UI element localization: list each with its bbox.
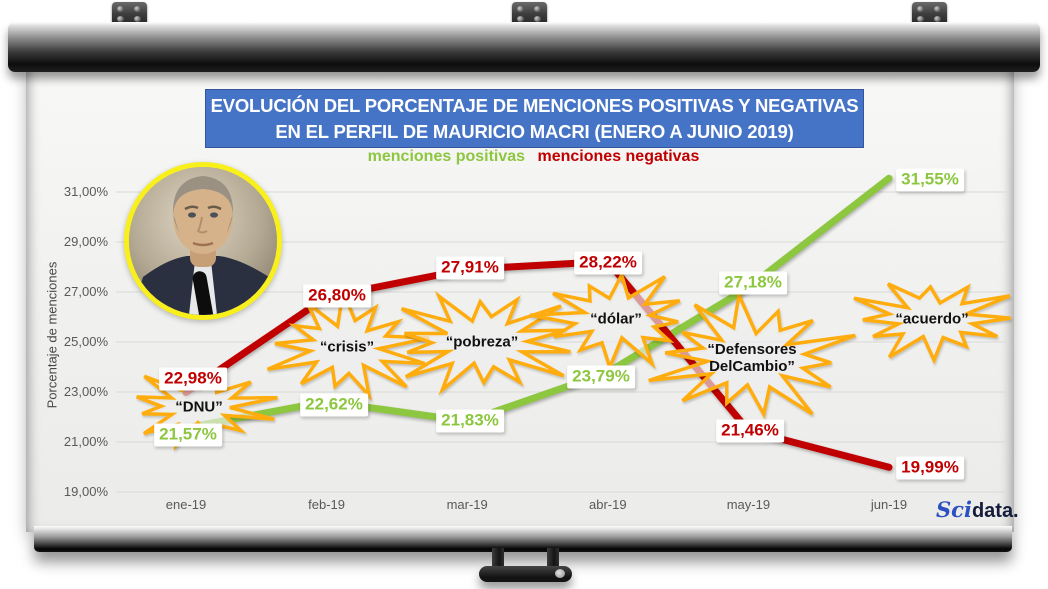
x-tick-label: abr-19: [589, 497, 627, 512]
data-label: 27,91%: [436, 256, 504, 280]
macri-portrait-graphic: [129, 167, 277, 315]
callout-text-line: “acuerdo”: [895, 310, 969, 328]
mounting-bracket: [112, 2, 147, 25]
x-tick-label: may-19: [726, 497, 771, 512]
y-tick-label: 23,00%: [63, 384, 108, 399]
scidata-logo: Scidata.: [936, 497, 1019, 523]
y-tick-label: 19,00%: [63, 484, 108, 499]
callout-text: “dólar”: [590, 311, 642, 328]
data-label: 21,46%: [716, 419, 784, 443]
callout-text: “crisis”: [320, 339, 374, 356]
x-tick-label: ene-19: [165, 497, 207, 512]
callout-text: “DNU”: [175, 399, 223, 416]
screw-icon: [934, 16, 941, 22]
screw-icon: [534, 6, 541, 12]
data-label: 22,62%: [300, 393, 368, 417]
callout-burst: [400, 290, 571, 396]
y-tick-label: 29,00%: [63, 234, 108, 249]
callout-text: “pobreza”: [446, 334, 519, 351]
y-tick-label: 27,00%: [63, 284, 108, 299]
callout-text-line: “DNU”: [175, 398, 223, 416]
x-tick-label: feb-19: [308, 497, 346, 512]
y-tick-label: 31,00%: [63, 184, 108, 199]
callout-burst: [853, 282, 1011, 365]
callout-text: “Defensores DelCambio”: [707, 341, 796, 375]
screw-icon: [917, 16, 924, 22]
data-label: 28,22%: [574, 251, 642, 275]
y-tick-label: 21,00%: [63, 434, 108, 449]
screw-icon: [534, 16, 541, 22]
y-tick-label: 25,00%: [63, 334, 108, 349]
mounting-bracket: [512, 2, 547, 25]
callout-text-line: “crisis”: [319, 338, 375, 356]
data-label: 19,99%: [896, 456, 964, 480]
screw-icon: [134, 6, 141, 12]
data-label: 21,57%: [154, 423, 222, 447]
chart-title-line2: EN EL PERFIL DE MAURICIO MACRI (ENERO A …: [275, 120, 794, 142]
data-label: 23,79%: [567, 365, 635, 389]
screen-bottom-bar: [34, 526, 1012, 552]
screw-icon: [917, 6, 924, 12]
callout-text: “acuerdo”: [895, 311, 968, 328]
scidata-logo-sci: Sci: [936, 497, 972, 522]
chart-title: EVOLUCIÓN DEL PORCENTAJE DE MENCIONES PO…: [205, 89, 864, 148]
data-label: 27,18%: [719, 271, 787, 295]
screw-icon: [934, 6, 941, 12]
data-label: 22,98%: [159, 367, 227, 391]
chart-legend: menciones positivas menciones negativas: [205, 148, 862, 166]
screw-icon: [517, 16, 524, 22]
x-tick-label: mar-19: [446, 497, 488, 512]
pull-handle: [479, 566, 572, 582]
data-label: 31,55%: [896, 168, 964, 192]
callout-burst: [648, 288, 856, 420]
mounting-bracket: [912, 2, 947, 25]
callout-text-line: “Defensores: [707, 341, 797, 358]
screw-icon: [134, 16, 141, 22]
callout-text-line: “dólar”: [590, 310, 642, 328]
data-label: 21,83%: [436, 409, 504, 433]
legend-negative-label: menciones negativas: [537, 148, 700, 165]
macri-photo: [124, 162, 282, 320]
x-tick-label: jun-19: [870, 497, 908, 512]
data-label: 26,80%: [303, 284, 371, 308]
screen-roller-bar: [8, 22, 1040, 72]
pull-handle-cap: [555, 569, 565, 578]
legend-positive-label: menciones positivas: [367, 148, 526, 165]
callout-text-line: “pobreza”: [445, 333, 519, 351]
chart-title-line1: EVOLUCIÓN DEL PORCENTAJE DE MENCIONES PO…: [210, 94, 859, 116]
screw-icon: [117, 6, 124, 12]
callout-text-line: DelCambio”: [709, 358, 795, 375]
screw-icon: [117, 16, 124, 22]
scidata-logo-data: data.: [971, 500, 1019, 522]
screw-icon: [517, 6, 524, 12]
